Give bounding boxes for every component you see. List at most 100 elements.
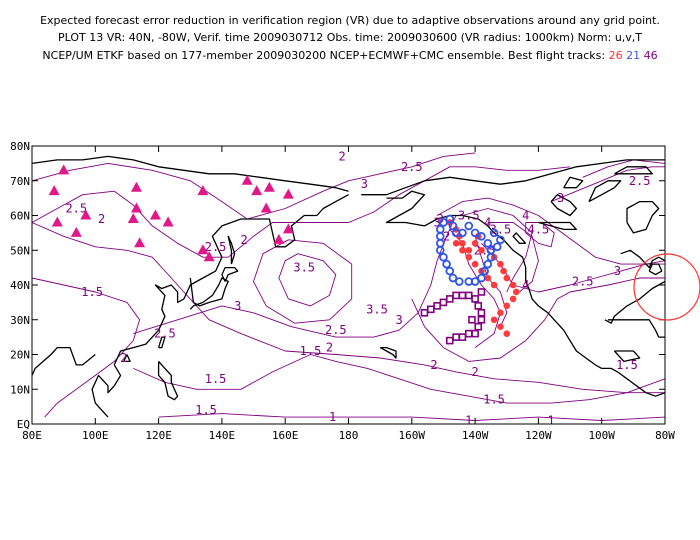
contour-label: 1.5 [483, 393, 505, 407]
coastline [626, 200, 660, 234]
y-tick-label: 10N [10, 383, 30, 396]
observation-triangle [134, 237, 146, 248]
track-26-point [465, 246, 473, 254]
track-21-point [470, 228, 480, 238]
track-46-point [477, 288, 486, 296]
contour-line [158, 413, 665, 421]
observation-triangle [273, 233, 285, 244]
x-tick-label: 180 [339, 429, 359, 442]
coastline [385, 190, 665, 397]
track-46-point [471, 295, 479, 303]
x-tick-label: 100E [82, 429, 109, 442]
track-label-26: 26 [608, 49, 623, 62]
header-line-3: NCEP/UM ETKF based on 177-member 2009030… [0, 49, 700, 62]
track-21-point [448, 273, 458, 283]
contour-label: 2.5 [401, 160, 423, 174]
contour-label: 2 [471, 365, 478, 379]
observation-triangle [149, 209, 161, 220]
track-46-point [426, 305, 435, 314]
contour-label: 3.5 [293, 261, 315, 275]
track-26-point [490, 316, 498, 324]
contour-line [278, 253, 337, 307]
contour-label: 2 [120, 351, 127, 365]
contour-lines [32, 152, 665, 421]
track-46-point [468, 315, 476, 324]
track-21-point [477, 232, 486, 241]
track-label-21: 21 [626, 49, 641, 62]
coastline [563, 176, 584, 189]
coastline [32, 155, 349, 192]
track-26-point [459, 246, 466, 254]
track-46-point [433, 302, 441, 310]
track-26-point [455, 233, 463, 240]
observation-triangle [260, 202, 272, 213]
coastline [550, 194, 578, 217]
observation-triangle [51, 216, 63, 227]
contour-label: 3.5 [458, 209, 480, 223]
track-21-point [439, 252, 448, 262]
track-21-point [480, 266, 489, 276]
x-tick-label: 120E [145, 429, 172, 442]
coastline [614, 166, 653, 175]
x-tick-label: 100W [588, 429, 615, 442]
coastline [221, 266, 239, 282]
coastline [604, 280, 665, 324]
contour-label: 1.5 [300, 344, 322, 358]
contour-line [550, 166, 665, 203]
contour-label: 3 [396, 313, 403, 327]
track-26-point [497, 323, 504, 331]
track-21-point [477, 273, 486, 283]
contour-line [32, 152, 476, 220]
track-26-point [452, 240, 460, 247]
contour-label: 3 [234, 299, 241, 313]
contour-label: 2.5 [205, 240, 227, 254]
x-tick-label: 140W [462, 429, 489, 442]
contour-label: 3.5 [490, 222, 512, 236]
contour-line [487, 222, 539, 293]
contour-label: 2 [98, 212, 105, 226]
observation-triangle [162, 216, 174, 227]
y-tick-label: 40N [10, 279, 30, 292]
track-21-point [454, 277, 464, 286]
y-tick-label: 70N [10, 175, 30, 188]
coastline [620, 249, 665, 269]
x-tick-label: 120W [525, 429, 552, 442]
track-46-point [477, 308, 486, 317]
contour-label: 2 [326, 341, 333, 355]
track-46-point [477, 315, 486, 324]
contour-label: 3.5 [366, 302, 388, 316]
contour-label: 2.5 [65, 202, 87, 216]
observation-triangle [197, 244, 209, 255]
contour-label: 2 [240, 233, 247, 247]
header-line-1: Expected forecast error reduction in ver… [40, 14, 660, 27]
track-21-point [492, 242, 502, 252]
observation-triangle [130, 202, 142, 213]
y-tick-label: 20N [10, 349, 30, 362]
track-46-point [474, 322, 483, 331]
observation-triangle [70, 226, 82, 237]
track-46-point [439, 298, 448, 307]
track-26-point [497, 260, 504, 268]
coastline [32, 346, 96, 376]
y-tick-label: 80N [10, 140, 30, 153]
verification-region-circle [633, 253, 700, 321]
observation-triangle [263, 181, 275, 192]
track-21-point [448, 221, 458, 231]
track-21-point [451, 228, 461, 238]
observation-triangle [127, 212, 139, 223]
coastline [157, 360, 179, 401]
contour-label: 4.5 [528, 222, 550, 236]
track-21-point [496, 235, 505, 245]
x-tick-label: 160W [399, 429, 426, 442]
track-21-point [464, 221, 474, 231]
x-tick-label: 80E [22, 429, 42, 442]
contour-labels: 2.521.52.5 232.521.51.5232.53.533.53.532.… [65, 149, 650, 427]
coastline [157, 336, 166, 349]
contour-label: 3 [557, 191, 564, 205]
track-26-point [465, 253, 473, 261]
coastline [379, 346, 397, 359]
track-46-point [471, 329, 479, 338]
contour-line [253, 239, 353, 324]
coastline [123, 354, 131, 363]
